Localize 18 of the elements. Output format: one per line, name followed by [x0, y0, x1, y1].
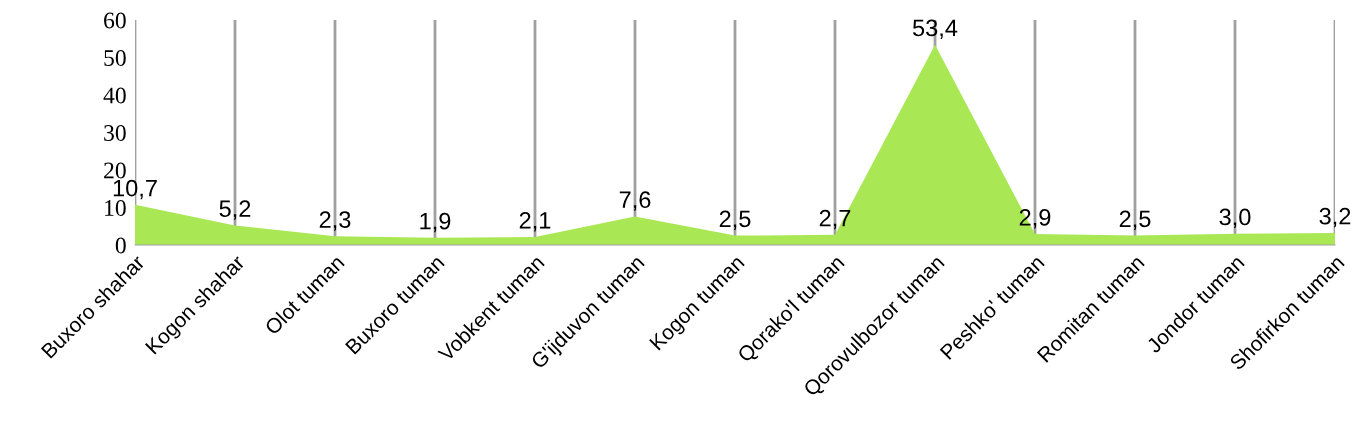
data-label: 3,0	[1219, 208, 1251, 229]
data-label: 2,1	[519, 211, 551, 232]
data-label: 53,4	[912, 19, 958, 40]
data-label: 3,2	[1319, 207, 1351, 228]
data-label: 10,7	[113, 179, 157, 200]
y-tick-label: 40	[103, 87, 126, 104]
data-label: 7,6	[619, 191, 651, 211]
data-label: 2,5	[1119, 210, 1151, 230]
y-tick-label: 50	[104, 49, 126, 66]
data-label: 5,2	[219, 200, 251, 220]
y-tick-label: 0	[115, 237, 126, 254]
y-tick-label: 10	[105, 199, 126, 216]
y-tick-label: 30	[104, 124, 126, 141]
data-label: 2,3	[319, 211, 351, 231]
y-tick-label: 20	[104, 162, 126, 179]
data-label: 2,5	[719, 210, 751, 230]
data-label: 1,9	[420, 212, 451, 233]
y-tick-label: 60	[104, 12, 126, 29]
